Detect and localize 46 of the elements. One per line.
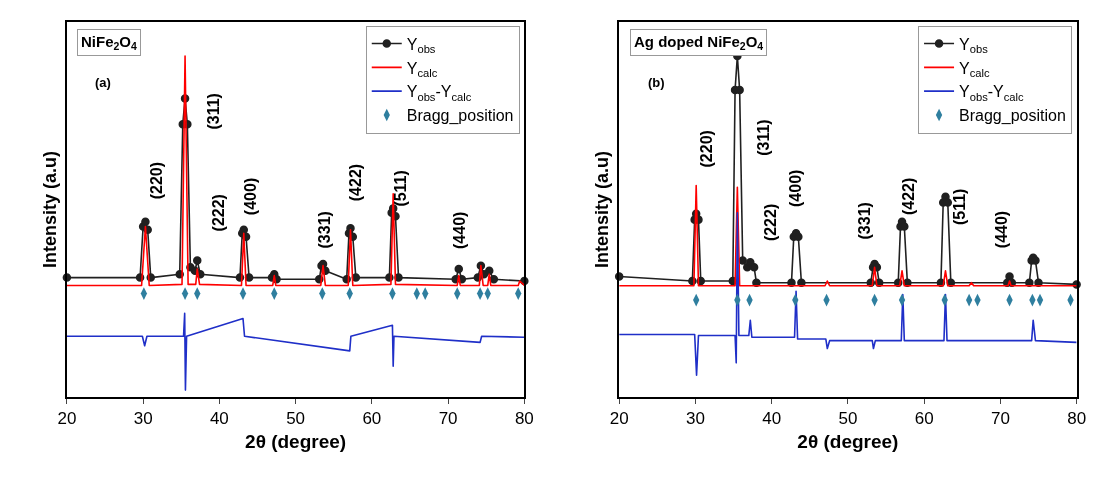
legend-label: Bragg_position	[406, 107, 514, 126]
legend-label: Y$_{calc}$	[959, 59, 991, 79]
annotation: (b)	[648, 75, 665, 90]
annotation: (400)	[241, 177, 259, 216]
x-tick-label: 40	[762, 409, 782, 429]
legend-label: Y$_{calc}$	[406, 59, 438, 79]
x-tick-label: 20	[57, 409, 77, 429]
annotation: (220)	[697, 130, 715, 168]
text: NiFe$_{2}$O$_{4}$	[81, 33, 138, 53]
x-tick-label: 40	[209, 409, 229, 429]
annotation: (511)	[392, 170, 410, 207]
x-axis-title: 2θ (degree)	[245, 431, 347, 453]
annotation: (331)	[856, 202, 874, 240]
legend-label: Y$_{obs}$-Y$_{calc}$	[406, 83, 472, 103]
x-tick-label: 60	[362, 409, 382, 429]
x-tick-label: 70	[438, 409, 458, 429]
x-tick-label: 80	[1067, 409, 1087, 429]
annotation: (222)	[210, 194, 228, 232]
y-axis-title: Intensity (a.u)	[592, 150, 613, 268]
legend-label: Bragg_position	[959, 107, 1066, 126]
x-tick-label: 70	[990, 409, 1010, 429]
annotation: (311)	[204, 93, 222, 130]
annotation: (a)	[95, 75, 111, 90]
x-axis-title: 2θ (degree)	[797, 431, 899, 453]
annotation: (220)	[147, 161, 165, 200]
text: Ag doped NiFe$_{2}$O$_{4}$	[634, 33, 764, 53]
annotation: (422)	[900, 177, 918, 216]
annotation: (331)	[316, 211, 334, 249]
x-tick-label: 30	[133, 409, 153, 429]
x-tick-label: 80	[514, 409, 534, 429]
annotation: (440)	[450, 211, 468, 249]
annotation: (400)	[787, 169, 805, 207]
annotation: (511)	[951, 188, 969, 226]
annotation: (422)	[346, 163, 364, 202]
x-tick-label: 30	[685, 409, 705, 429]
x-tick-label: 50	[286, 409, 306, 429]
annotation: (440)	[993, 210, 1011, 249]
legend-label: Y$_{obs}$-Y$_{calc}$	[959, 83, 1025, 103]
x-tick-label: 20	[609, 409, 629, 429]
legend-label: Y$_{obs}$	[406, 35, 436, 56]
legend-label: Y$_{obs}$	[959, 35, 989, 56]
annotation: (311)	[754, 119, 772, 156]
x-tick-label: 60	[914, 409, 934, 429]
y-axis-title: Intensity (a.u)	[39, 150, 60, 268]
x-tick-label: 50	[838, 409, 858, 429]
annotation: (222)	[762, 203, 780, 242]
